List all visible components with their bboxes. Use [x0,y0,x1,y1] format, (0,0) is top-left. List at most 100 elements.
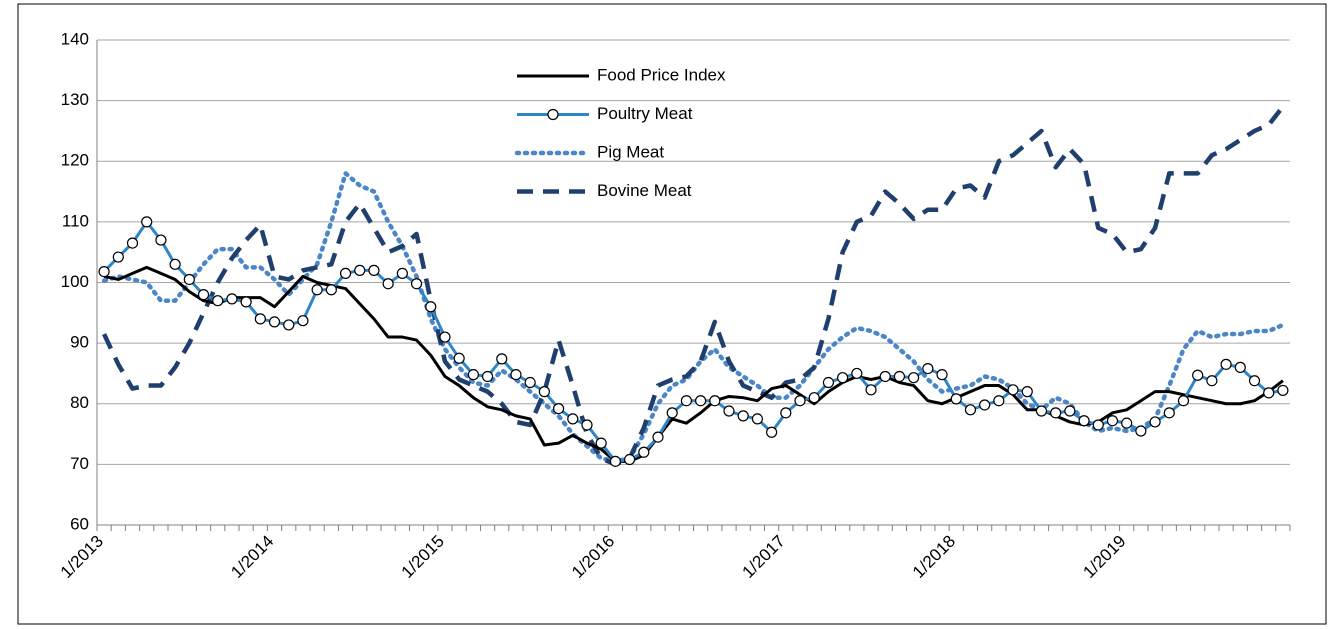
legend-label: Food Price Index [597,65,726,84]
point-marker [496,353,508,365]
point-marker [666,407,678,419]
point-marker [993,395,1005,407]
point-marker [808,392,820,404]
point-marker [709,395,721,407]
x-tick-label: 1/2014 [227,532,277,582]
point-marker [638,446,650,458]
y-tick-label: 70 [70,454,89,473]
point-marker [695,395,707,407]
point-marker [339,267,352,280]
point-marker [1007,384,1019,396]
point-marker [893,370,906,383]
point-marker [780,407,792,419]
point-marker [439,331,451,343]
point-marker [964,404,977,416]
point-marker [1092,419,1104,431]
point-marker [865,384,877,396]
point-marker [382,278,394,290]
point-marker [1021,386,1033,398]
point-marker [325,284,337,296]
point-marker [467,369,479,381]
point-marker [112,251,124,263]
x-tick-label: 1/2016 [568,532,618,582]
point-marker [311,284,323,296]
series-line [103,265,1284,463]
point-marker [879,370,891,383]
point-marker [1121,417,1133,429]
point-marker [908,372,920,384]
point-marker [623,453,636,466]
point-marker [1050,407,1062,419]
legend-label: Poultry Meat [597,104,693,123]
x-tick-label: 1/2018 [909,532,959,582]
x-tick-label: 1/2015 [398,532,448,582]
point-marker [1106,415,1119,427]
point-marker [652,431,664,443]
point-marker [1135,425,1147,437]
point-marker [1206,375,1218,387]
y-tick-label: 140 [61,29,89,48]
point-marker [155,234,167,246]
point-marker [1263,387,1275,399]
point-marker [1163,407,1175,419]
x-tick-label: 1/2013 [57,532,107,582]
y-tick-label: 80 [70,393,89,412]
point-marker [950,393,962,405]
point-marker [837,372,849,384]
legend-label: Bovine Meat [597,181,692,200]
point-marker [609,455,621,467]
point-marker [1035,405,1048,417]
point-marker [1248,375,1261,387]
point-marker [1177,395,1190,407]
point-marker [212,295,224,307]
point-marker [751,413,764,425]
point-marker [98,265,110,278]
legend: Food Price Index Poultry Meat Pig Meat Bovi… [514,65,726,200]
y-tick-label: 90 [70,333,89,352]
point-marker [922,362,934,375]
point-marker [126,237,139,249]
point-marker [510,369,522,381]
series-line [103,220,1284,463]
point-marker [766,426,778,438]
point-marker [183,273,195,286]
point-marker [481,370,494,383]
point-marker [425,301,437,313]
y-tick-label: 110 [62,211,89,230]
legend-marker [547,108,559,121]
point-marker [141,216,153,228]
point-marker [822,376,835,389]
point-marker [254,313,266,325]
point-marker [567,413,579,425]
point-marker [680,395,692,407]
point-marker [396,267,408,280]
point-marker [595,437,607,449]
point-marker [297,315,309,327]
y-tick-label: 60 [70,514,89,533]
plot [98,105,1289,467]
point-marker [524,376,536,389]
point-marker [737,410,749,422]
y-tick-label: 130 [61,90,89,109]
point-marker [368,264,380,276]
point-marker [1078,415,1090,427]
point-marker [936,369,948,381]
point-marker [283,319,295,331]
point-marker [1149,416,1161,428]
point-marker [1220,358,1232,370]
point-marker [1192,369,1204,381]
x-tick-label: 1/2019 [1079,532,1129,582]
point-marker [723,405,735,417]
point-marker [453,352,465,364]
point-marker [169,258,181,270]
y-tick-label: 120 [61,151,89,170]
point-marker [226,293,238,305]
chart-frame [17,3,1327,625]
point-marker [979,399,991,411]
point-marker [197,289,210,301]
point-marker [552,403,565,415]
point-marker [1064,405,1076,417]
point-marker [851,367,863,380]
